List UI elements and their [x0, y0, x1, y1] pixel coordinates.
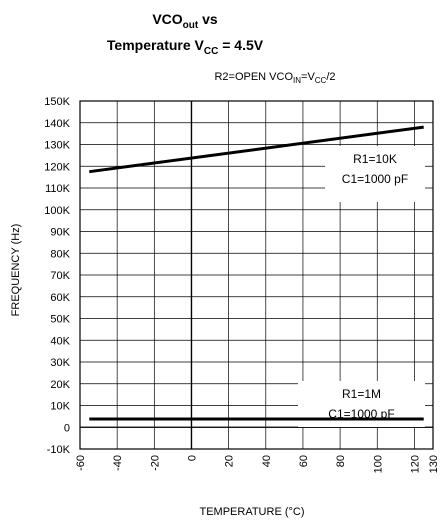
y-tick-label: 100K: [44, 205, 70, 217]
x-axis-label: TEMPERATURE (°C): [199, 506, 304, 518]
x-tick-label: 80: [335, 455, 347, 467]
y-tick-label: 120K: [44, 161, 70, 173]
annotation-line1: R1=1M: [342, 387, 381, 401]
annotation-line2: C1=1000 pF: [342, 172, 408, 186]
chart-title-line2: Temperature VCC = 4.5V: [107, 37, 264, 57]
chart-subtitle: R2=OPEN VCOIN=VCC/2: [214, 71, 335, 85]
x-tick-label: 60: [298, 455, 310, 467]
x-tick-label: 20: [224, 455, 236, 467]
y-tick-label: 40K: [50, 335, 70, 347]
plot-frame: [79, 100, 434, 450]
y-tick-label: 90K: [50, 227, 70, 239]
y-tick-label: 150K: [44, 96, 70, 108]
y-tick-label: 80K: [50, 248, 70, 260]
x-tick-label: -40: [112, 455, 124, 471]
y-axis-label: FREQUENCY (Hz): [10, 224, 22, 317]
series-line-1: [89, 125, 424, 174]
annotation-line1: R1=10K: [353, 152, 397, 166]
y-tick-label: 0: [64, 422, 70, 434]
y-tick-label: 50K: [50, 314, 70, 326]
y-tick-label: 10K: [50, 401, 70, 413]
x-tick-label: 130: [428, 455, 440, 473]
y-tick-label: 60K: [50, 292, 70, 304]
series: [89, 125, 424, 421]
x-tick-label: -60: [75, 455, 87, 471]
y-tick-label: 130K: [44, 140, 70, 152]
x-tick-label: -20: [149, 455, 161, 471]
y-tick-label: 110K: [45, 183, 71, 195]
x-tick-labels: -60 -40 -20 0 20 40 60 80 100 120 130: [75, 455, 440, 473]
x-tick-label: 40: [261, 455, 273, 467]
x-tick-label: 120: [409, 455, 421, 473]
y-tick-label: -10K: [47, 444, 71, 456]
annotation-box: [325, 146, 425, 202]
y-tick-label: 30K: [50, 357, 70, 369]
x-tick-label: 0: [186, 455, 198, 461]
y-tick-label: 140K: [44, 118, 70, 130]
chart-title-line1: VCOout vs: [152, 11, 218, 31]
y-tick-label: 70K: [50, 270, 70, 282]
y-tick-labels: -10K 0 10K 20K 30K 40K 50K 60K 70K 80K 90K 100K 110K…: [44, 96, 70, 456]
y-tick-label: 20K: [50, 379, 70, 391]
x-tick-label: 100: [372, 455, 384, 473]
